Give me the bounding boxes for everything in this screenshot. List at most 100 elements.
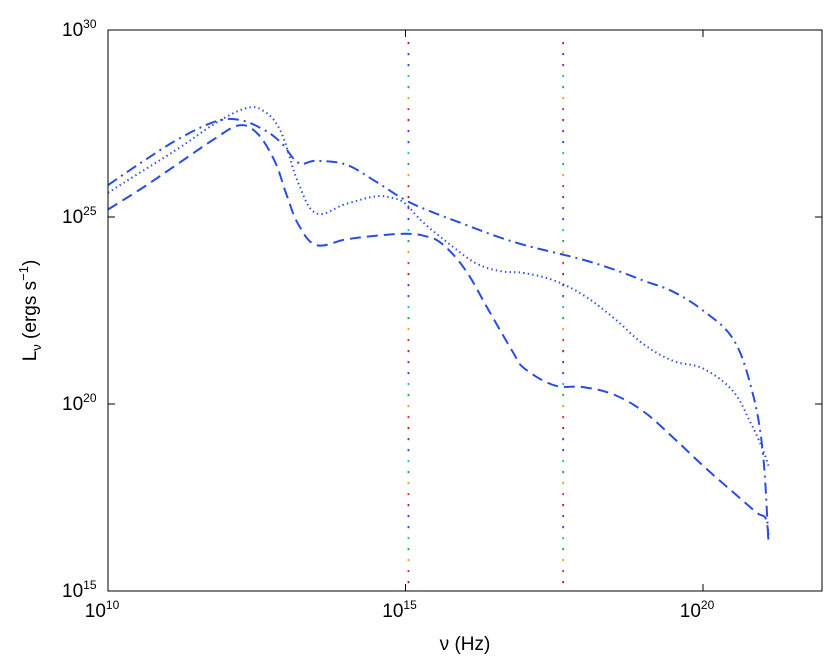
marker-dot xyxy=(407,317,410,320)
marker-dot xyxy=(562,53,565,56)
marker-dot xyxy=(407,471,410,474)
marker-dot xyxy=(407,537,410,540)
marker-dot xyxy=(562,482,565,485)
marker-dot xyxy=(562,163,565,166)
marker-dot xyxy=(407,449,410,452)
marker-dot xyxy=(407,130,410,133)
vertical-marker-1 xyxy=(407,42,410,584)
marker-dot xyxy=(562,97,565,100)
marker-dot xyxy=(407,438,410,441)
marker-dot xyxy=(562,350,565,353)
marker-dot xyxy=(407,185,410,188)
marker-dot xyxy=(407,251,410,254)
y-tick-label: 1020 xyxy=(62,391,97,415)
marker-dot xyxy=(407,405,410,408)
marker-dot xyxy=(562,405,565,408)
marker-dot xyxy=(407,350,410,353)
x-tick-label: 1020 xyxy=(680,598,715,622)
marker-dot xyxy=(407,141,410,144)
marker-dot xyxy=(407,53,410,56)
marker-dot xyxy=(407,42,410,45)
y-tick-label: 1030 xyxy=(62,17,97,41)
marker-dot xyxy=(562,86,565,89)
marker-dot xyxy=(562,438,565,441)
marker-dot xyxy=(562,196,565,199)
marker-dot xyxy=(562,372,565,375)
vertical-markers xyxy=(407,42,565,584)
marker-dot xyxy=(407,460,410,463)
marker-dot xyxy=(407,262,410,265)
marker-dot xyxy=(407,372,410,375)
marker-dot xyxy=(562,548,565,551)
series-line-dotted xyxy=(107,106,770,467)
marker-dot xyxy=(407,174,410,177)
marker-dot xyxy=(562,251,565,254)
marker-dot xyxy=(562,306,565,309)
marker-dot xyxy=(562,449,565,452)
x-tick-label: 1010 xyxy=(85,598,120,622)
marker-dot xyxy=(562,416,565,419)
marker-dot xyxy=(562,119,565,122)
marker-dot xyxy=(562,515,565,518)
marker-dot xyxy=(407,273,410,276)
marker-dot xyxy=(562,42,565,45)
marker-dot xyxy=(562,130,565,133)
marker-dot xyxy=(407,196,410,199)
y-axis-label-units: (ergs s xyxy=(20,281,41,344)
marker-dot xyxy=(562,207,565,210)
plot-frame xyxy=(107,29,823,592)
marker-dot xyxy=(407,427,410,430)
marker-dot xyxy=(407,548,410,551)
marker-dot xyxy=(562,504,565,507)
marker-dot xyxy=(562,361,565,364)
marker-dot xyxy=(407,339,410,342)
marker-dot xyxy=(562,229,565,232)
marker-dot xyxy=(562,427,565,430)
marker-dot xyxy=(562,493,565,496)
marker-dot xyxy=(562,174,565,177)
marker-dot xyxy=(407,526,410,529)
x-axis-label: ν (Hz) xyxy=(440,634,491,655)
marker-dot xyxy=(407,570,410,573)
marker-dot xyxy=(562,152,565,155)
marker-dot xyxy=(407,75,410,78)
marker-dot xyxy=(562,317,565,320)
marker-dot xyxy=(562,526,565,529)
marker-dot xyxy=(407,97,410,100)
marker-dot xyxy=(562,537,565,540)
marker-dot xyxy=(407,207,410,210)
marker-dot xyxy=(562,570,565,573)
marker-dot xyxy=(562,64,565,67)
marker-dot xyxy=(407,64,410,67)
marker-dot xyxy=(562,262,565,265)
y-tick-label: 1015 xyxy=(62,578,97,602)
marker-dot xyxy=(407,163,410,166)
marker-dot xyxy=(562,75,565,78)
marker-dot xyxy=(407,108,410,111)
marker-dot xyxy=(562,339,565,342)
marker-dot xyxy=(407,559,410,562)
marker-dot xyxy=(562,108,565,111)
marker-dot xyxy=(562,273,565,276)
marker-dot xyxy=(407,86,410,89)
vertical-marker-2 xyxy=(562,42,565,584)
marker-dot xyxy=(562,240,565,243)
marker-dot xyxy=(562,559,565,562)
marker-dot xyxy=(562,383,565,386)
series-line-dashed xyxy=(107,124,770,536)
marker-dot xyxy=(562,394,565,397)
marker-dot xyxy=(562,328,565,331)
marker-dot xyxy=(407,328,410,331)
marker-dot xyxy=(407,482,410,485)
marker-dot xyxy=(407,493,410,496)
y-axis-label: Lν (ergs s−1) xyxy=(16,260,44,362)
marker-dot xyxy=(562,471,565,474)
marker-dot xyxy=(407,284,410,287)
marker-dot xyxy=(562,581,565,584)
marker-dot xyxy=(407,416,410,419)
y-axis-label-subscript: ν xyxy=(29,344,44,351)
marker-dot xyxy=(562,295,565,298)
marker-dot xyxy=(407,240,410,243)
